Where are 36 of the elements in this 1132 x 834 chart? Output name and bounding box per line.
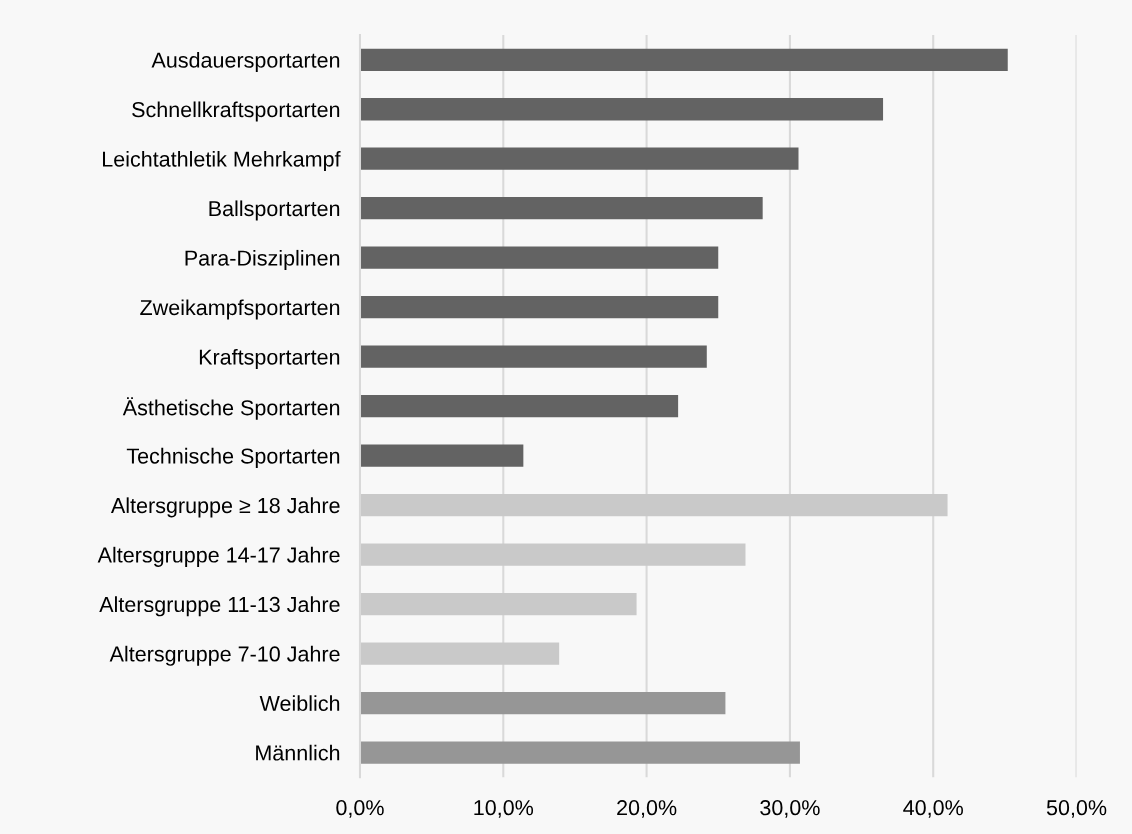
- y-tick-label: Altersgruppe ≥ 18 Jahre: [110, 497, 340, 518]
- y-tick-label: Ballsportarten: [209, 200, 340, 221]
- y-tick-label: Ästhetische Sportarten: [122, 397, 340, 420]
- x-tick-label: 40,0%: [903, 800, 963, 818]
- y-tick-label: Schnellkraftsportarten: [132, 101, 340, 122]
- y-tick-label: Altersgruppe 14-17 Jahre: [97, 546, 340, 567]
- bar: [359, 296, 719, 319]
- bar: [359, 98, 884, 121]
- y-tick-label: Technische Sportarten: [126, 447, 340, 468]
- bar: [359, 197, 763, 220]
- bar: [359, 147, 799, 170]
- x-tick-label: 30,0%: [760, 800, 820, 818]
- bar: [359, 741, 800, 764]
- bar: [359, 691, 726, 715]
- y-tick-label: Kraftsportarten: [199, 348, 340, 369]
- y-tick-label: Altersgruppe 11-13 Jahre: [99, 596, 340, 617]
- x-tick-label: 10,0%: [474, 800, 534, 818]
- x-tick-label: 20,0%: [617, 800, 677, 818]
- y-tick-label: Zweikampfsportarten: [140, 299, 340, 320]
- x-tick-label: 50,0%: [1046, 800, 1107, 818]
- bar: [359, 444, 524, 467]
- y-tick-label: Altersgruppe 7-10 Jahre: [109, 645, 340, 666]
- y-tick-label: Ausdauersportarten: [151, 51, 340, 73]
- bar: [359, 48, 1008, 71]
- bar: [359, 493, 948, 517]
- bar: [359, 592, 637, 616]
- bar: [359, 246, 719, 269]
- x-tick-label: 0,0%: [336, 800, 384, 818]
- bar: [359, 395, 679, 418]
- bar: [359, 642, 560, 665]
- y-tick-label: Weiblich: [259, 695, 340, 712]
- y-tick-label: Leichtathletik Mehrkampf: [103, 150, 341, 172]
- y-tick-label: Para-Disziplinen: [185, 249, 340, 270]
- bar: [359, 345, 707, 368]
- y-tick-label: Männlich: [256, 744, 340, 761]
- bar: [359, 543, 746, 566]
